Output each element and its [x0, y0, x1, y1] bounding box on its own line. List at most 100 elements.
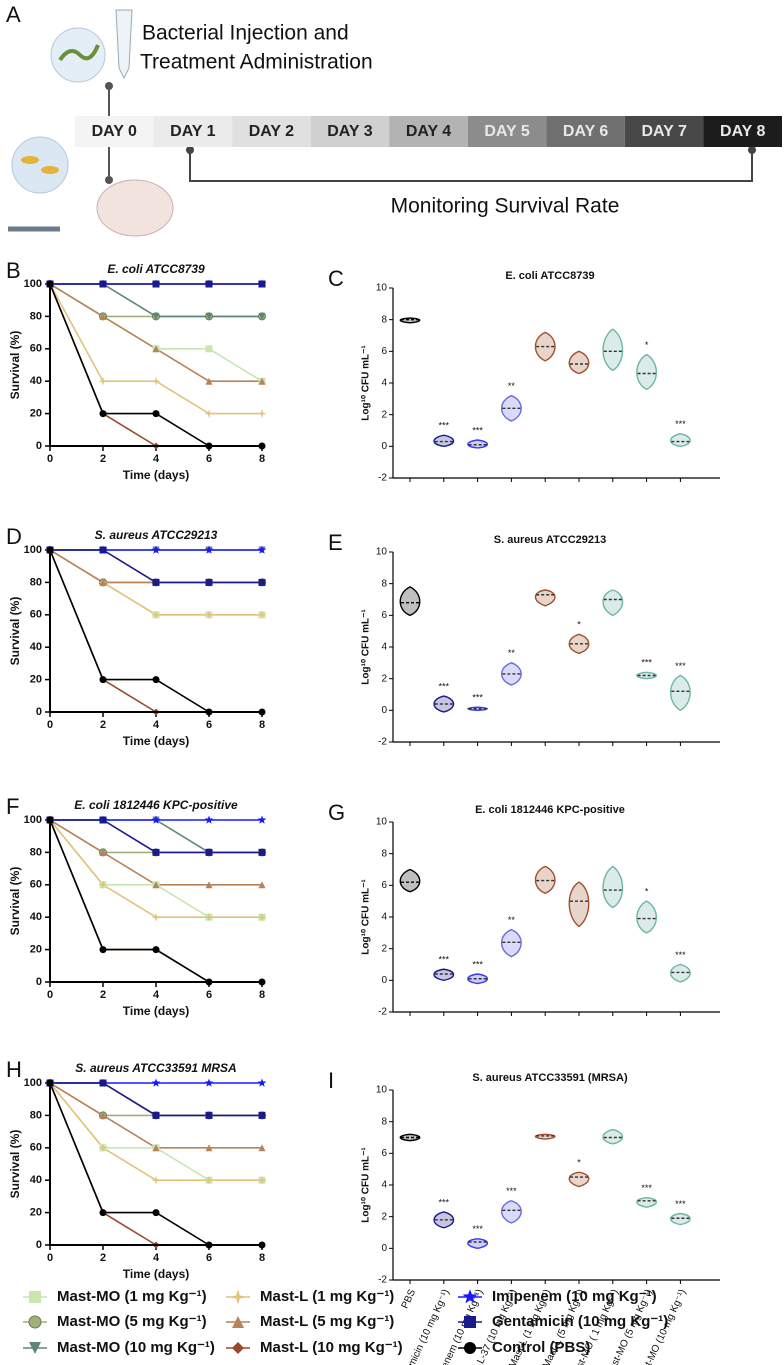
- marker: [99, 546, 107, 554]
- y-tick-label: -2: [378, 1007, 387, 1018]
- x-tick-label: 8: [259, 453, 265, 465]
- significance: ***: [675, 950, 686, 960]
- y-tick-label: 6: [381, 880, 387, 891]
- y-tick-label: -2: [378, 1275, 387, 1286]
- significance: **: [508, 915, 516, 925]
- marker: [257, 409, 267, 419]
- y-axis-title: Log¹⁰ CFU mL⁻¹: [361, 345, 372, 421]
- x-tick-label: 0: [47, 719, 53, 731]
- marker: [152, 1209, 160, 1217]
- marker: [257, 912, 267, 922]
- violin: [568, 881, 590, 928]
- y-tick-label: 0: [36, 1239, 42, 1251]
- violin: [636, 900, 658, 934]
- panel-letter: C: [328, 266, 344, 291]
- y-tick-label: 40: [30, 641, 42, 653]
- significance: ***: [472, 693, 483, 703]
- day-label: DAY 1: [170, 123, 215, 140]
- significance: ***: [675, 419, 686, 429]
- x-axis-title: Time (days): [123, 468, 189, 482]
- legend-label: Mast-MO (5 mg Kg⁻¹): [57, 1313, 207, 1330]
- survival-line: [49, 549, 262, 584]
- y-tick-label: 4: [381, 378, 387, 389]
- violin: [500, 662, 522, 686]
- marker: [258, 280, 266, 288]
- marker: [99, 816, 107, 824]
- panel-letter: B: [6, 258, 21, 283]
- violin: [500, 928, 522, 958]
- marker: [99, 1209, 107, 1217]
- legend-label: Control (PBS): [492, 1339, 590, 1356]
- marker: [230, 1289, 246, 1305]
- marker: [205, 848, 213, 856]
- chart-title: E. coli ATCC8739: [107, 262, 205, 276]
- marker: [205, 377, 213, 385]
- chart-title: S. aureus ATCC29213: [95, 528, 218, 542]
- marker: [152, 280, 160, 288]
- marker: [205, 881, 213, 889]
- day-box: [546, 116, 625, 147]
- connector-dot: [748, 146, 756, 154]
- survival-line: [49, 549, 262, 713]
- marker: [258, 1144, 266, 1152]
- marker: [99, 578, 107, 586]
- icon-bacteria-2: [11, 136, 69, 194]
- marker: [257, 815, 267, 824]
- y-tick-label: 8: [381, 578, 387, 589]
- y-axis-title: Survival (%): [8, 597, 22, 666]
- day-box: [467, 116, 547, 147]
- y-axis-title: Survival (%): [8, 867, 22, 936]
- y-tick-label: 8: [381, 1116, 387, 1127]
- survival-line: [50, 1082, 262, 1117]
- survival-line: [50, 283, 262, 318]
- violin: [602, 865, 624, 909]
- survival-line: [50, 819, 262, 854]
- monitor-bracket: [189, 150, 753, 182]
- caption: Bacterial Injection and: [142, 22, 349, 45]
- day-box: [624, 116, 704, 147]
- violin: [534, 589, 556, 607]
- marker: [258, 377, 266, 385]
- y-tick-label: 8: [381, 848, 387, 859]
- icon-tube: [115, 9, 133, 80]
- day-box: [75, 116, 154, 147]
- marker: [151, 1175, 161, 1185]
- y-tick-label: 8: [381, 314, 387, 325]
- icon-cell: [21, 156, 39, 164]
- violin: [636, 353, 658, 391]
- connector-dot: [105, 176, 113, 184]
- monitor-label: Monitoring Survival Rate: [391, 195, 620, 218]
- y-axis-title: Log¹⁰ CFU mL⁻¹: [361, 879, 372, 955]
- y-tick-label: 20: [30, 944, 42, 956]
- x-tick-label: 0: [47, 1252, 53, 1264]
- significance: *: [645, 340, 649, 350]
- survival-line: [50, 819, 262, 854]
- marker: [205, 1111, 213, 1119]
- panel-letter: I: [328, 1068, 334, 1093]
- survival-line: [49, 819, 262, 983]
- survival-line: [49, 549, 262, 713]
- significance: ***: [439, 681, 450, 691]
- marker: [464, 1342, 476, 1354]
- marker: [152, 881, 160, 889]
- day-label: DAY 7: [641, 123, 686, 140]
- marker: [99, 1079, 107, 1087]
- marker: [258, 1111, 266, 1119]
- x-axis-title: Time (days): [123, 734, 189, 748]
- x-tick-label: 2: [100, 1252, 106, 1264]
- survival-line: [49, 283, 263, 382]
- chart-title: S. aureus ATCC33591 MRSA: [75, 1061, 236, 1075]
- x-tick-label: 8: [259, 989, 265, 1001]
- y-tick-label: 40: [30, 375, 42, 387]
- connector-dot: [105, 82, 113, 90]
- y-tick-label: 6: [381, 346, 387, 357]
- y-tick-label: 0: [381, 441, 387, 452]
- marker: [232, 1316, 244, 1328]
- x-tick-label: 6: [206, 1252, 212, 1264]
- marker: [99, 280, 107, 288]
- icon-mouse: [96, 179, 174, 237]
- significance: *: [645, 887, 649, 897]
- survival-line: [49, 1082, 262, 1181]
- marker: [99, 676, 107, 684]
